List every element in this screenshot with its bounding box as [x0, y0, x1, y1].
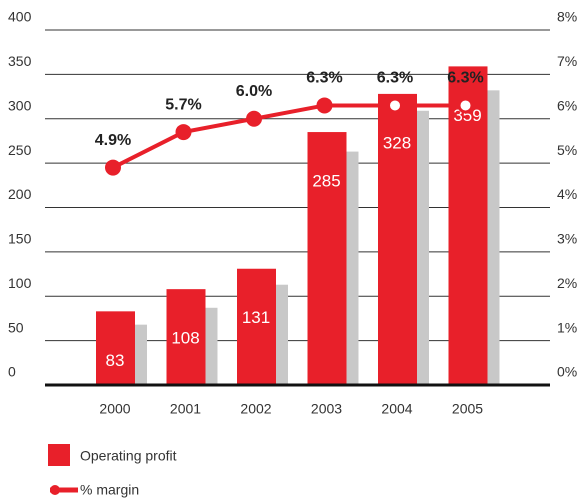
x-tick-label: 2000 — [99, 401, 130, 417]
legend-label: Operating profit — [80, 448, 177, 464]
y-tick-label: 200 — [8, 186, 32, 202]
line-value-label: 6.0% — [236, 83, 272, 100]
y-tick-label: 50 — [8, 319, 24, 335]
y-tick-label: 400 — [8, 9, 32, 25]
bar-value-label: 285 — [312, 172, 340, 191]
y-tick-label: 300 — [8, 97, 32, 113]
bar — [307, 132, 347, 385]
y2-tick-label: 0% — [557, 364, 577, 380]
bar-value-label: 328 — [383, 133, 411, 152]
legend-marker — [50, 485, 60, 495]
y2-tick-label: 7% — [557, 53, 577, 69]
bar — [448, 66, 488, 385]
y2-tick-label: 3% — [557, 231, 577, 247]
x-tick-label: 2003 — [311, 401, 342, 417]
y-tick-label: 150 — [8, 231, 32, 247]
line — [112, 103, 466, 170]
bar-value-label: 131 — [242, 308, 270, 327]
marker — [457, 97, 474, 114]
y-tick-label: 0 — [8, 364, 16, 380]
y2-tick-label: 5% — [557, 142, 577, 158]
x-tick-label: 2004 — [381, 401, 412, 417]
marker — [105, 159, 121, 176]
bar — [166, 289, 206, 385]
bar — [96, 311, 135, 385]
line-value-label: 6.3% — [306, 70, 342, 87]
x-tick-label: 2001 — [170, 401, 201, 417]
line-value-label: 6.3% — [377, 70, 413, 87]
y2-tick-label: 2% — [557, 275, 577, 291]
y-tick-label: 100 — [8, 275, 32, 291]
y2-tick-label: 8% — [557, 9, 577, 25]
x-tick-label: 2002 — [240, 401, 271, 417]
y2-tick-label: 1% — [557, 319, 577, 335]
legend-label: % margin — [80, 482, 139, 498]
line-value-label: 6.3% — [447, 70, 483, 87]
marker — [387, 97, 403, 114]
marker — [246, 110, 262, 127]
line-value-label: 4.9% — [95, 132, 131, 149]
bar — [237, 268, 276, 385]
y2-tick-label: 6% — [557, 97, 577, 113]
x-tick-label: 2005 — [452, 401, 483, 417]
legend-swatch — [48, 444, 70, 466]
y-tick-label: 250 — [8, 142, 32, 158]
y2-tick-label: 4% — [557, 186, 577, 202]
bar-value-label: 108 — [171, 329, 199, 348]
bar-value-label: 83 — [106, 351, 125, 370]
y-tick-label: 350 — [8, 53, 32, 69]
marker — [175, 124, 192, 141]
marker — [316, 97, 333, 114]
line-value-label: 5.7% — [165, 96, 201, 113]
bar — [378, 93, 417, 386]
